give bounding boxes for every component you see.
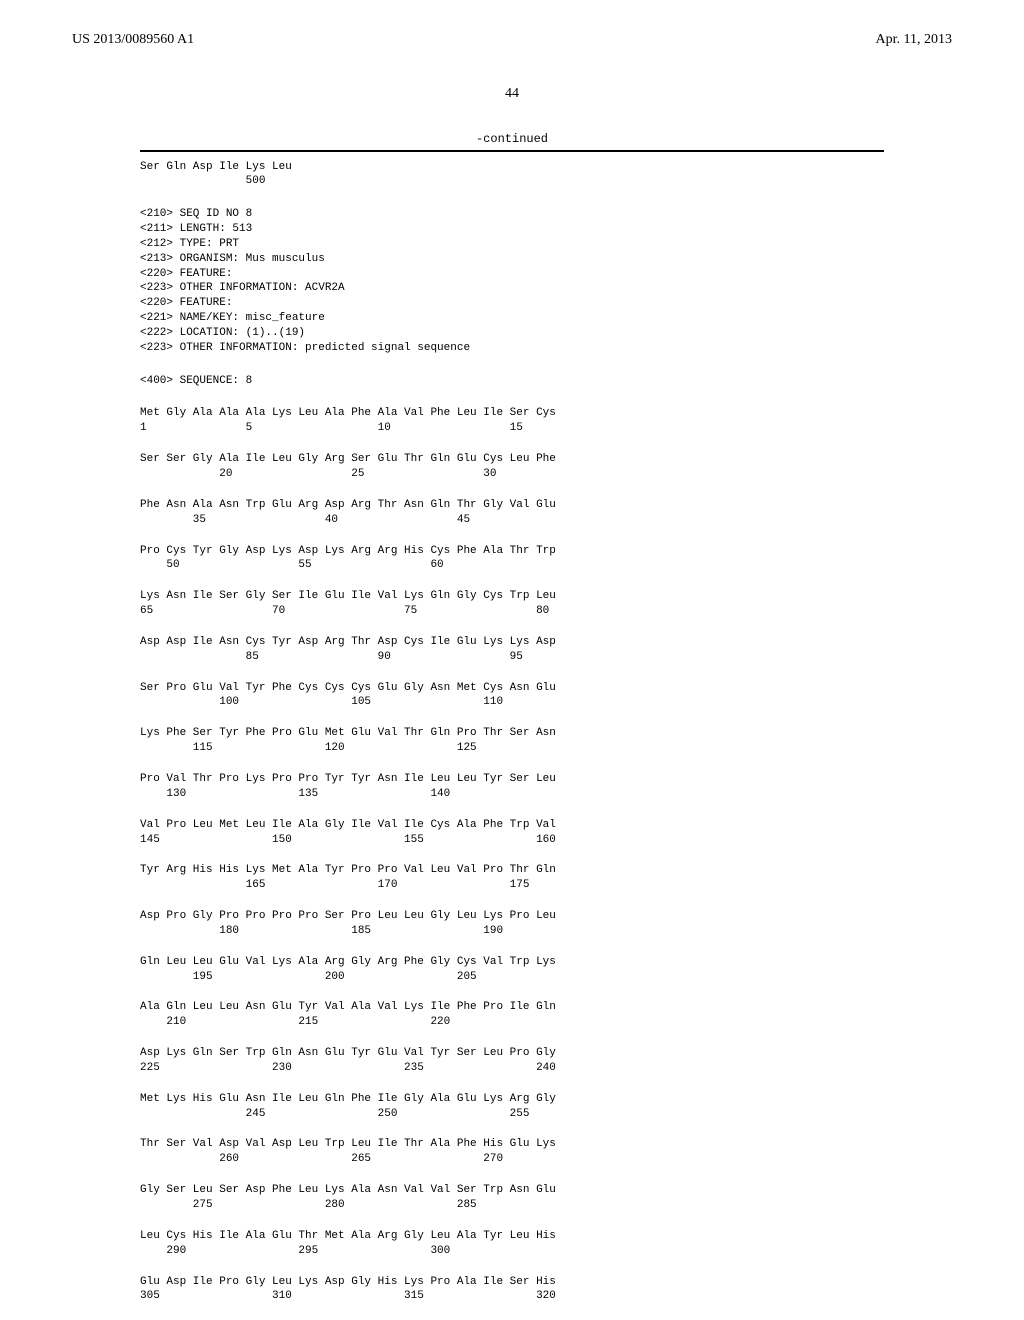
divider-line [140,150,884,152]
sequence-row: Glu Asp Ile Pro Gly Leu Lys Asp Gly His … [0,1275,1024,1305]
sequence-row: Gln Leu Leu Glu Val Lys Ala Arg Gly Arg … [0,955,1024,985]
sequence-row: Tyr Arg His His Lys Met Ala Tyr Pro Pro … [0,863,1024,893]
continued-label: -continued [0,132,1024,146]
sequence-row: Lys Asn Ile Ser Gly Ser Ile Glu Ile Val … [0,589,1024,619]
document-date: Apr. 11, 2013 [876,32,952,48]
sequence-row: Leu Cys His Ile Ala Glu Thr Met Ala Arg … [0,1229,1024,1259]
sequence-row: Pro Cys Tyr Gly Asp Lys Asp Lys Arg Arg … [0,544,1024,574]
sequence-row: Phe Asn Ala Asn Trp Glu Arg Asp Arg Thr … [0,498,1024,528]
sequence-metadata: <210> SEQ ID NO 8 <211> LENGTH: 513 <212… [0,207,1024,355]
sequence-row: Asp Asp Ile Asn Cys Tyr Asp Arg Thr Asp … [0,635,1024,665]
sequence-container: Met Gly Ala Ala Ala Lys Leu Ala Phe Ala … [0,406,1024,1304]
sequence-row: Thr Ser Val Asp Val Asp Leu Trp Leu Ile … [0,1137,1024,1167]
sequence-row: Val Pro Leu Met Leu Ile Ala Gly Ile Val … [0,818,1024,848]
page-number: 44 [0,86,1024,102]
document-number: US 2013/0089560 A1 [72,32,194,48]
sequence-row: Pro Val Thr Pro Lys Pro Pro Tyr Tyr Asn … [0,772,1024,802]
sequence-row: Ser Ser Gly Ala Ile Leu Gly Arg Ser Glu … [0,452,1024,482]
sequence-row: Ala Gln Leu Leu Asn Glu Tyr Val Ala Val … [0,1000,1024,1030]
sequence-header: <400> SEQUENCE: 8 [0,374,1024,389]
sequence-row: Lys Phe Ser Tyr Phe Pro Glu Met Glu Val … [0,726,1024,756]
page-header: US 2013/0089560 A1 Apr. 11, 2013 [0,0,1024,48]
sequence-row: Gly Ser Leu Ser Asp Phe Leu Lys Ala Asn … [0,1183,1024,1213]
sequence-row: Asp Pro Gly Pro Pro Pro Pro Ser Pro Leu … [0,909,1024,939]
sequence-row: Met Lys His Glu Asn Ile Leu Gln Phe Ile … [0,1092,1024,1122]
sequence-row: Asp Lys Gln Ser Trp Gln Asn Glu Tyr Glu … [0,1046,1024,1076]
tail-sequence: Ser Gln Asp Ile Lys Leu 500 [0,160,1024,190]
sequence-row: Met Gly Ala Ala Ala Lys Leu Ala Phe Ala … [0,406,1024,436]
sequence-row: Ser Pro Glu Val Tyr Phe Cys Cys Cys Glu … [0,681,1024,711]
